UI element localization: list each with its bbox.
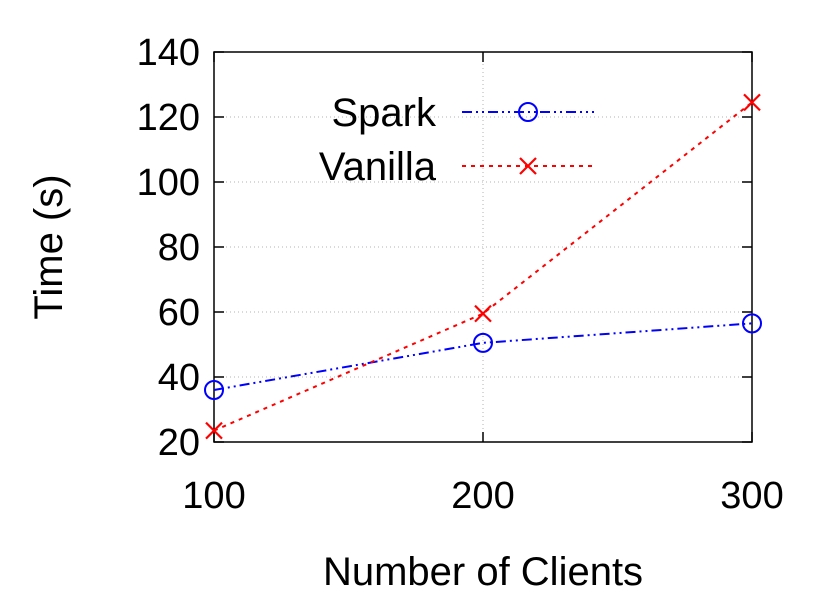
y-axis-title: Time (s) — [27, 174, 71, 319]
legend-marker-vanilla — [519, 157, 537, 175]
x-axis-title: Number of Clients — [323, 550, 643, 594]
legend-marker-spark — [518, 102, 538, 122]
series-line-vanilla — [213, 101, 753, 432]
x-tick-label: 200 — [451, 475, 514, 517]
x-tick-label: 300 — [720, 475, 783, 517]
y-tick-label: 140 — [137, 32, 200, 74]
legend: Spark Vanilla — [319, 91, 594, 189]
data-point-vanilla — [205, 421, 223, 440]
data-point-spark — [742, 313, 762, 334]
y-tick-label: 60 — [158, 292, 200, 334]
y-tick-label: 120 — [137, 97, 200, 139]
data-point-vanilla — [474, 304, 492, 323]
legend-item-vanilla: Vanilla — [319, 145, 594, 189]
data-point-vanilla — [743, 93, 761, 112]
x-tick-label: 100 — [182, 475, 245, 517]
x-axis-ticks: 100 200 300 — [182, 52, 784, 517]
y-tick-label: 100 — [137, 162, 200, 204]
data-point-spark — [204, 380, 224, 400]
y-tick-label: 20 — [158, 422, 200, 464]
legend-item-spark: Spark — [332, 91, 594, 135]
y-tick-label: 40 — [158, 357, 200, 399]
data-point-spark — [473, 332, 493, 353]
legend-label: Spark — [332, 91, 437, 135]
legend-label: Vanilla — [319, 145, 437, 189]
y-tick-label: 80 — [158, 227, 200, 269]
series-vanilla — [205, 93, 761, 440]
grid-lines — [214, 52, 752, 442]
series-group — [204, 93, 762, 440]
series-spark — [204, 313, 762, 400]
y-axis-ticks: 20 40 60 80 100 120 140 — [137, 32, 752, 464]
